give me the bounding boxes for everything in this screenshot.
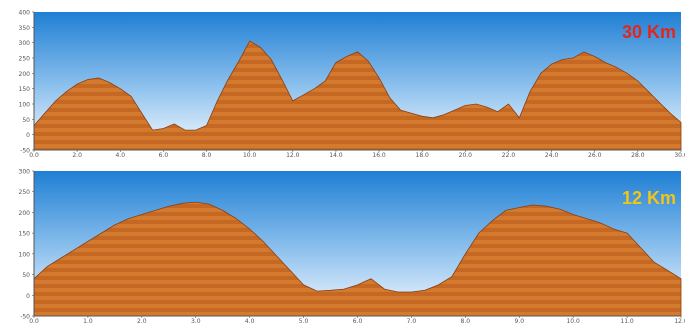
y-tick-label: 200: [19, 210, 31, 217]
x-tick-label: 10.0: [566, 318, 580, 325]
elevation-area: [33, 40, 682, 151]
x-tick-label: 22.0: [502, 152, 516, 159]
y-tick-label: 50: [22, 272, 30, 279]
y-tick-label: 50: [22, 117, 30, 124]
x-tick-label: 30.0: [674, 152, 685, 159]
y-tick-label: 100: [19, 102, 31, 109]
y-tick-label: 400: [19, 10, 31, 17]
elevation-area: [33, 201, 682, 317]
panel-12km: -50 0 50 100 150 200 250 300 0.0 1.0 2.0 3.0 4.0 5.0 6…: [19, 169, 685, 326]
x-tick-label: 8.0: [202, 152, 212, 159]
x-tick-label: 1.0: [83, 318, 93, 325]
x-tick-label: 28.0: [631, 152, 645, 159]
y-tick-label: 0: [26, 293, 30, 300]
x-tick-label: 12.0: [286, 152, 300, 159]
y-tick-label: 300: [19, 40, 31, 47]
x-tick-label: 7.0: [407, 318, 417, 325]
y-tick-label: 200: [19, 71, 31, 78]
y-tick-label: 100: [19, 251, 31, 258]
y-tick-label: 350: [19, 25, 31, 32]
x-tick-label: 0.0: [29, 152, 39, 159]
y-tick-label: 300: [19, 169, 31, 176]
x-tick-label: 24.0: [545, 152, 559, 159]
y-tick-label: 150: [19, 231, 31, 238]
distance-badge: 12 Km: [622, 188, 676, 208]
y-tick-label: -50: [20, 314, 30, 321]
y-tick-label: 150: [19, 86, 31, 93]
x-tick-label: 26.0: [588, 152, 602, 159]
x-tick-label: 3.0: [191, 318, 201, 325]
x-tick-label: 2.0: [137, 318, 147, 325]
distance-badge: 30 Km: [622, 22, 676, 42]
x-tick-label: 6.0: [353, 318, 363, 325]
x-tick-label: 6.0: [159, 152, 169, 159]
x-tick-label: 4.0: [115, 152, 125, 159]
x-tick-label: 9.0: [514, 318, 524, 325]
x-tick-label: 20.0: [459, 152, 473, 159]
x-tick-label: 18.0: [416, 152, 430, 159]
y-tick-label: 0: [26, 132, 30, 139]
x-tick-label: 5.0: [299, 318, 309, 325]
y-tick-label: 250: [19, 189, 31, 196]
x-tick-label: 4.0: [245, 318, 255, 325]
x-tick-label: 11.0: [620, 318, 634, 325]
x-tick-label: 16.0: [372, 152, 386, 159]
x-tick-label: 8.0: [461, 318, 471, 325]
x-tick-label: 2.0: [72, 152, 82, 159]
x-tick-label: 12.0: [674, 318, 685, 325]
y-tick-label: 250: [19, 56, 31, 63]
panel-30km: -50 0 50 100 150 200 250 300 350 400 0.0 2.0 4.0 6.0 8…: [19, 10, 685, 160]
x-tick-label: 14.0: [329, 152, 343, 159]
x-tick-label: 0.0: [29, 318, 39, 325]
y-tick-label: -50: [20, 148, 30, 155]
x-tick-label: 10.0: [243, 152, 257, 159]
